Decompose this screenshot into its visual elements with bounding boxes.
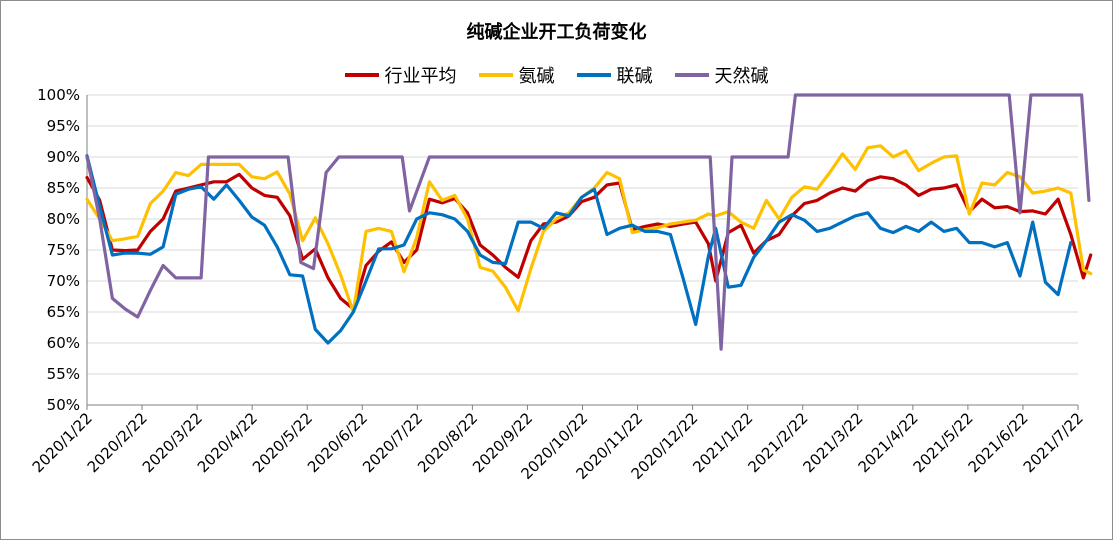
y-tick-label: 75% — [47, 241, 80, 259]
y-tick-label: 85% — [47, 179, 80, 197]
y-tick-label: 80% — [47, 210, 80, 228]
legend-swatch — [344, 73, 379, 77]
legend-item-1: 行业平均 — [344, 62, 457, 88]
y-tick-label: 50% — [47, 396, 80, 414]
y-tick-label: 95% — [47, 117, 80, 135]
legend-label: 行业平均 — [384, 66, 457, 87]
series-line-4 — [85, 93, 1091, 351]
legend-label: 天然碱 — [714, 66, 769, 87]
legend-item-2: 氨碱 — [478, 62, 555, 88]
chart-legend: 行业平均 氨碱 联碱 天然碱 — [0, 62, 1113, 88]
x-tick-label: 2021/7/22 — [1020, 409, 1087, 476]
series-line-1 — [85, 172, 1093, 311]
legend-swatch — [478, 73, 513, 77]
legend-swatch — [674, 73, 709, 77]
legend-item-3: 联碱 — [576, 62, 653, 88]
y-tick-label: 70% — [47, 272, 80, 290]
legend-swatch — [576, 73, 611, 77]
y-tick-label: 55% — [47, 365, 80, 383]
y-tick-label: 90% — [47, 148, 80, 166]
y-tick-label: 65% — [47, 303, 80, 321]
legend-label: 联碱 — [616, 66, 653, 87]
chart-title: 纯碱企业开工负荷变化 — [466, 22, 647, 43]
series-line-3 — [85, 154, 1073, 345]
y-tick-label: 100% — [37, 86, 80, 104]
legend-label: 氨碱 — [518, 66, 555, 87]
y-tick-label: 60% — [47, 334, 80, 352]
legend-item-4: 天然碱 — [674, 62, 769, 88]
